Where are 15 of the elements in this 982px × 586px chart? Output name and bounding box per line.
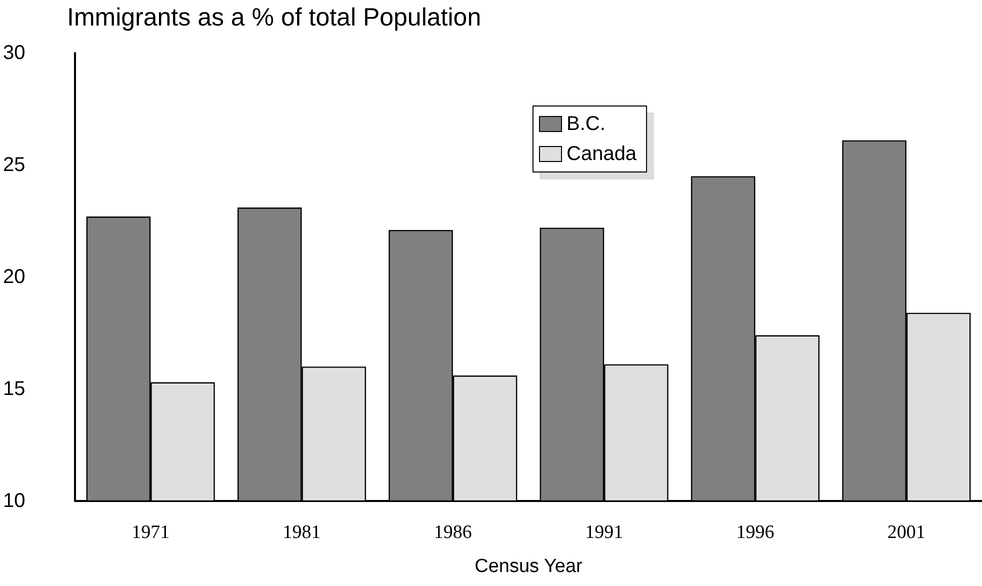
y-tick-label: 25	[3, 154, 26, 176]
x-axis-title: Census Year	[474, 556, 584, 577]
legend-label: Canada	[566, 143, 638, 165]
legend-label: B.C.	[566, 113, 606, 135]
chart-title: Immigrants as a % of total Population	[67, 4, 482, 32]
x-tick-label: 1981	[282, 522, 321, 543]
x-tick-label: 1991	[585, 522, 624, 543]
x-tick-label: 1986	[434, 522, 472, 543]
x-tick-label: 2001	[887, 522, 926, 543]
x-tick-label: 1996	[736, 522, 774, 543]
y-tick-label: 10	[3, 490, 26, 512]
y-tick-label: 30	[3, 42, 26, 64]
x-tick-label: 1971	[132, 522, 170, 543]
y-tick-label: 15	[3, 378, 26, 400]
y-tick-label: 20	[3, 266, 26, 288]
